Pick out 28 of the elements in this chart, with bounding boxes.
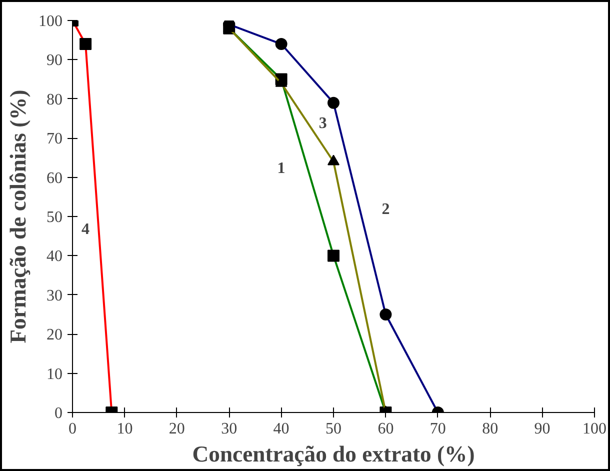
y-tick-label: 80 (46, 91, 62, 108)
series-label: 4 (82, 220, 90, 238)
y-tick-label: 0 (54, 405, 62, 422)
y-tick-label: 10 (46, 366, 62, 383)
y-tick-label: 30 (46, 287, 62, 304)
series-label: 2 (382, 201, 390, 218)
x-tick-label: 0 (68, 420, 76, 438)
series-label: 1 (277, 160, 286, 177)
x-tick-label: 10 (116, 420, 133, 438)
x-tick-label: 100 (582, 420, 606, 438)
y-tick-label: 90 (46, 52, 62, 70)
x-tick-label: 50 (326, 420, 342, 438)
y-tick-label: 60 (46, 170, 62, 187)
x-tick-label: 70 (430, 420, 446, 438)
y-tick-label: 50 (46, 209, 62, 226)
y-tick-label: 100 (38, 13, 62, 30)
y-axis-title: Formação de colônias (%) (6, 90, 30, 344)
x-tick-label: 30 (221, 420, 238, 438)
y-tick-label: 20 (46, 326, 62, 344)
x-tick-label: 60 (378, 420, 394, 438)
x-tick-label: 40 (273, 420, 290, 438)
x-tick-label: 20 (168, 420, 185, 438)
x-tick-label: 80 (482, 420, 498, 438)
series-label: 3 (318, 114, 327, 132)
y-tick-label: 40 (46, 248, 62, 266)
x-tick-label: 90 (534, 420, 550, 438)
x-axis-title: Concentração do extrato (%) (192, 442, 475, 466)
y-tick-label: 70 (46, 130, 62, 148)
